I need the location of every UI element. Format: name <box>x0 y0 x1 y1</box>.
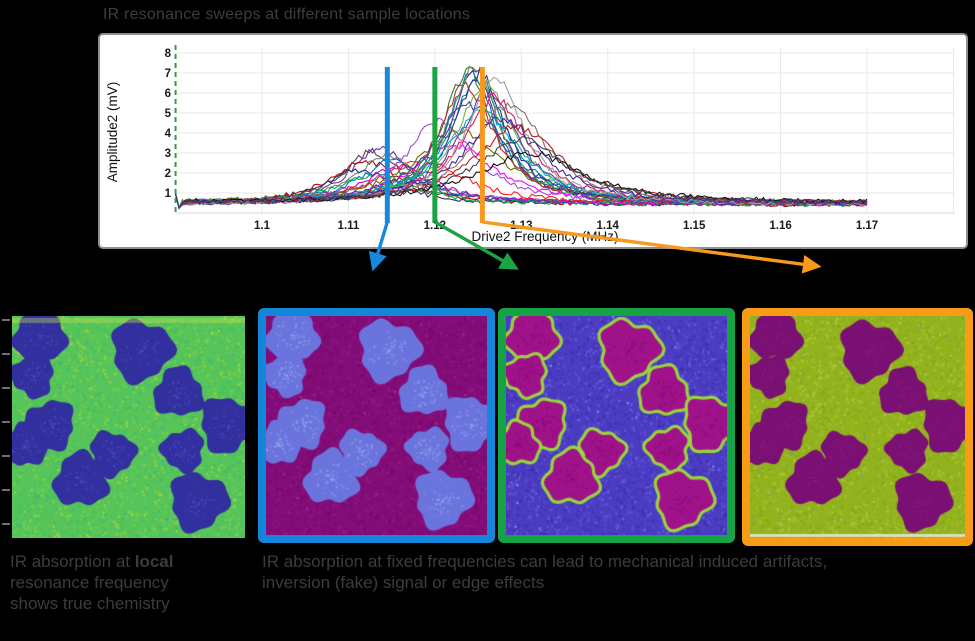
afm-map-fixed-green-canvas <box>506 316 727 535</box>
svg-text:1.16: 1.16 <box>769 220 791 232</box>
svg-text:3: 3 <box>165 148 171 160</box>
caption-line: IR absorption at fixed frequencies can l… <box>262 552 828 571</box>
svg-text:1: 1 <box>165 188 172 200</box>
caption-text: IR absorption at <box>10 552 135 571</box>
caption-line: IR absorption at local <box>10 551 265 572</box>
caption-line: resonance frequency <box>10 573 169 592</box>
afm-map-local-resonance-canvas <box>12 316 245 538</box>
image-axis-ticks <box>2 319 10 525</box>
x-axis-label: Drive2 Frequency (MHz) <box>471 229 618 244</box>
y-axis-label: Amplitude2 (mV) <box>105 82 120 183</box>
svg-text:2: 2 <box>165 168 171 180</box>
svg-text:1.17: 1.17 <box>856 220 878 232</box>
svg-text:1.15: 1.15 <box>683 220 706 232</box>
svg-text:1.11: 1.11 <box>338 220 360 232</box>
resonance-sweep-chart: 1.1 1.11 1.12 1.13 1.14 1.15 1.16 1.17 1 2 3 4 5 6 7 8 D… <box>100 35 966 247</box>
svg-text:1.12: 1.12 <box>424 220 446 232</box>
sample-image-fixed-blue <box>258 308 495 543</box>
frequency-marker-lines <box>384 67 485 223</box>
afm-map-fixed-orange-canvas <box>750 316 965 538</box>
afm-map-fixed-blue-canvas <box>266 316 487 535</box>
caption-line: inversion (fake) signal or edge effects <box>262 573 545 592</box>
svg-text:1.1: 1.1 <box>254 220 271 232</box>
sample-image-fixed-orange <box>742 308 973 546</box>
sweep-curves <box>175 66 868 210</box>
sample-image-local-resonance <box>12 316 245 538</box>
chart-plot-area: 1.1 1.11 1.12 1.13 1.14 1.15 1.16 1.1712345678D… <box>105 45 955 244</box>
sample-image-fixed-green <box>498 308 735 543</box>
figure-title: IR resonance sweeps at different sample … <box>103 6 471 23</box>
svg-text:8: 8 <box>165 48 172 60</box>
svg-text:5: 5 <box>165 108 172 120</box>
svg-text:7: 7 <box>165 68 171 80</box>
caption-fixed-frequency: IR absorption at fixed frequencies can l… <box>262 551 974 593</box>
svg-text:6: 6 <box>165 88 171 100</box>
caption-text-bold: local <box>134 552 174 571</box>
caption-local-resonance: IR absorption at local resonance frequen… <box>10 551 265 614</box>
y-tick-labels: 1 2 3 4 5 6 7 8 <box>165 48 172 200</box>
caption-line: shows true chemistry <box>10 594 170 613</box>
svg-text:4: 4 <box>165 128 172 140</box>
